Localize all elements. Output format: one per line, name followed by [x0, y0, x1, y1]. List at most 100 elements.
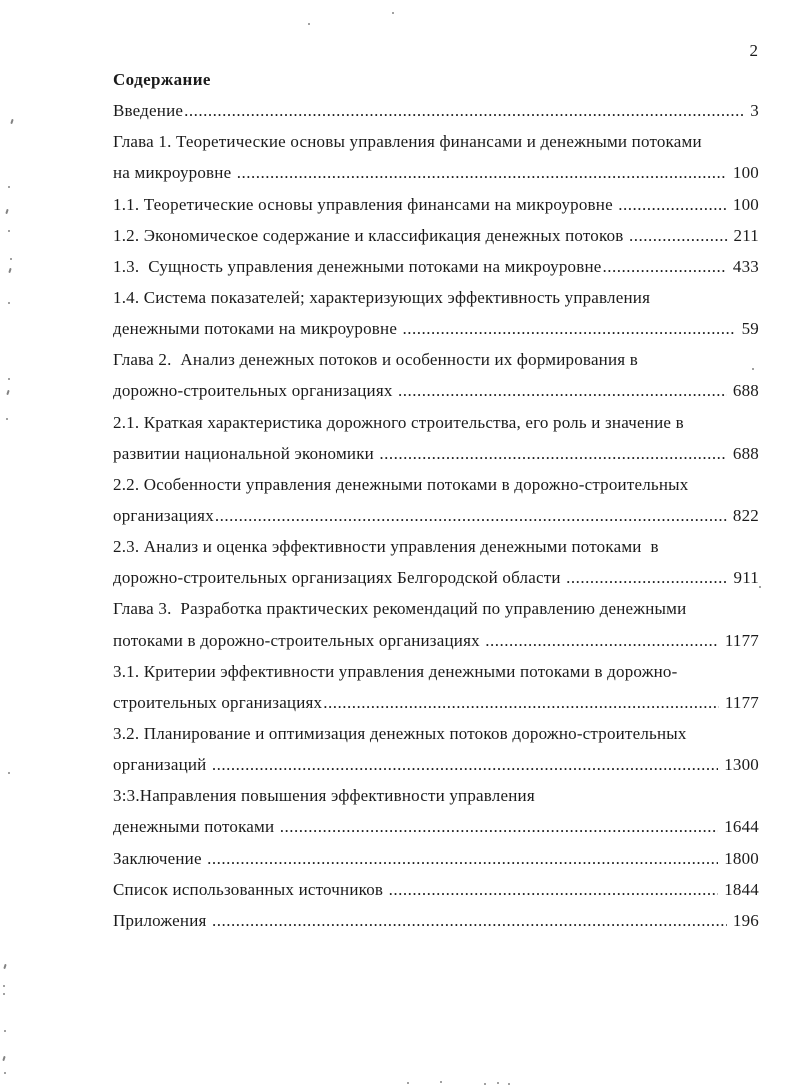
toc-entry-text: дорожно-строительных организациях Белгор… — [113, 568, 566, 588]
dot-leader: ........................................… — [402, 319, 736, 339]
dot-leader: ........................................… — [211, 910, 727, 930]
toc-page-number: 433 — [732, 256, 759, 276]
toc-page-number: 911 — [733, 568, 759, 588]
toc-page-number: 196 — [732, 910, 759, 930]
toc-page-number: 59 — [741, 319, 759, 339]
toc-entry-text: 1.3. Сущность управления денежными поток… — [113, 256, 602, 276]
toc-entry-text: потоками в дорожно-строительных организа… — [113, 630, 485, 650]
dot-leader: ........................................… — [398, 381, 727, 401]
dot-leader: ........................................… — [211, 755, 719, 775]
toc-page-number: 1300 — [724, 755, 759, 775]
toc-entry-text: 1.1. Теоретические основы управления фин… — [113, 194, 618, 214]
toc-line: 1.3. Сущность управления денежными поток… — [113, 251, 759, 282]
toc-line: 2.3. Анализ и оценка эффективности управ… — [113, 531, 759, 562]
toc-entry-text: на микроуровне — [113, 163, 236, 183]
toc-entry-text: 3.2. Планирование и оптимизация денежных… — [113, 723, 687, 743]
scan-speck — [8, 267, 12, 274]
toc-entry-text: Заключение — [113, 848, 207, 868]
toc-line: Заключение .............................… — [113, 843, 759, 874]
toc-line: Введение................................… — [113, 95, 759, 126]
scan-speck — [8, 772, 10, 774]
scan-speck — [10, 118, 14, 125]
toc: Введение................................… — [113, 95, 759, 936]
toc-title-row: Содержание — [113, 64, 759, 95]
toc-entry-text: Приложения — [113, 910, 211, 930]
scan-speck — [407, 1082, 409, 1084]
toc-entry-text: Глава 3. Разработка практических рекомен… — [113, 599, 687, 619]
toc-entry-text: строительных организациях — [113, 692, 323, 712]
toc-line: организациях............................… — [113, 500, 759, 531]
scan-speck — [8, 230, 10, 232]
toc-entry-text: организаций — [113, 755, 211, 775]
scan-speck — [8, 378, 10, 380]
dot-leader: ........................................… — [279, 817, 718, 837]
dot-leader: ........................................… — [618, 194, 727, 214]
scan-speck — [8, 302, 10, 304]
toc-line: строительных организациях...............… — [113, 687, 759, 718]
toc-line: 1.1. Теоретические основы управления фин… — [113, 189, 759, 220]
scan-speck — [440, 1081, 442, 1083]
dot-leader: ........................................… — [628, 225, 728, 245]
toc-line: Глава 2. Анализ денежных потоков и особе… — [113, 344, 759, 375]
scan-speck — [392, 12, 394, 14]
scan-speck — [759, 586, 761, 588]
toc-entry-text: Глава 2. Анализ денежных потоков и особе… — [113, 350, 638, 370]
scan-speck — [2, 1055, 6, 1062]
toc-page-number: 1177 — [724, 692, 759, 712]
toc-entry-text: 2.2. Особенности управления денежными по… — [113, 474, 689, 494]
scan-speck — [752, 368, 754, 370]
toc-page-number: 1800 — [724, 848, 759, 868]
toc-entry-text: организациях — [113, 505, 214, 525]
scan-speck — [4, 1072, 6, 1074]
toc-entry-text: 2.3. Анализ и оценка эффективности управ… — [113, 537, 659, 557]
toc-entry-text: денежными потоками — [113, 817, 279, 837]
toc-entry-text: 2.1. Краткая характеристика дорожного ст… — [113, 412, 684, 432]
toc-page-number: 822 — [732, 505, 759, 525]
toc-line: потоками в дорожно-строительных организа… — [113, 625, 759, 656]
toc-line: на микроуровне .........................… — [113, 157, 759, 188]
dot-leader: ........................................… — [388, 879, 719, 899]
scan-speck — [5, 208, 9, 215]
toc-line: 1.4. Система показателей; характеризующи… — [113, 282, 759, 313]
toc-entry-text: дорожно-строительных организациях — [113, 381, 398, 401]
toc-line: дорожно-строительных организациях ......… — [113, 375, 759, 406]
toc-entry-text: Глава 1. Теоретические основы управления… — [113, 132, 702, 152]
scan-speck — [497, 1082, 499, 1084]
toc-entry-text: Список использованных источников — [113, 879, 388, 899]
dot-leader: ........................................… — [207, 848, 719, 868]
scan-speck — [3, 993, 5, 995]
toc-line: развитии национальной экономики ........… — [113, 438, 759, 469]
toc-entry-text: 1.2. Экономическое содержание и классифи… — [113, 225, 628, 245]
scan-speck — [6, 418, 8, 420]
toc-page-number: 688 — [732, 443, 759, 463]
toc-entry-text: 1.4. Система показателей; характеризующи… — [113, 287, 651, 307]
scan-speck — [308, 23, 310, 25]
toc-page-number: 100 — [732, 194, 759, 214]
dot-leader: ........................................… — [214, 505, 727, 525]
dot-leader: ........................................… — [485, 630, 719, 650]
toc-page-number: 3 — [750, 101, 759, 121]
toc-page-number: 1644 — [724, 817, 759, 837]
toc-line: Глава 1. Теоретические основы управления… — [113, 126, 759, 157]
scan-speck — [4, 1030, 6, 1032]
toc-line: 3.2. Планирование и оптимизация денежных… — [113, 718, 759, 749]
toc-line: 2.2. Особенности управления денежными по… — [113, 469, 759, 500]
dot-leader: ........................................… — [566, 568, 728, 588]
scan-speck — [6, 389, 10, 396]
toc-entry-text: 3:3.Направления повышения эффективности … — [113, 786, 535, 806]
toc-line: 3:3.Направления повышения эффективности … — [113, 780, 759, 811]
toc-line: денежными потоками .....................… — [113, 811, 759, 842]
toc-page-number: 1177 — [724, 630, 759, 650]
toc-line: 2.1. Краткая характеристика дорожного ст… — [113, 407, 759, 438]
toc-page-number: 100 — [732, 163, 759, 183]
scan-speck — [8, 186, 10, 188]
scan-speck — [10, 258, 12, 260]
toc-line: 1.2. Экономическое содержание и классифи… — [113, 220, 759, 251]
scan-speck — [3, 963, 7, 970]
toc-line: Список использованных источников .......… — [113, 874, 759, 905]
toc-line: дорожно-строительных организациях Белгор… — [113, 562, 759, 593]
scan-speck — [484, 1083, 486, 1085]
toc-line: Приложения .............................… — [113, 905, 759, 936]
dot-leader: ........................................… — [379, 443, 727, 463]
